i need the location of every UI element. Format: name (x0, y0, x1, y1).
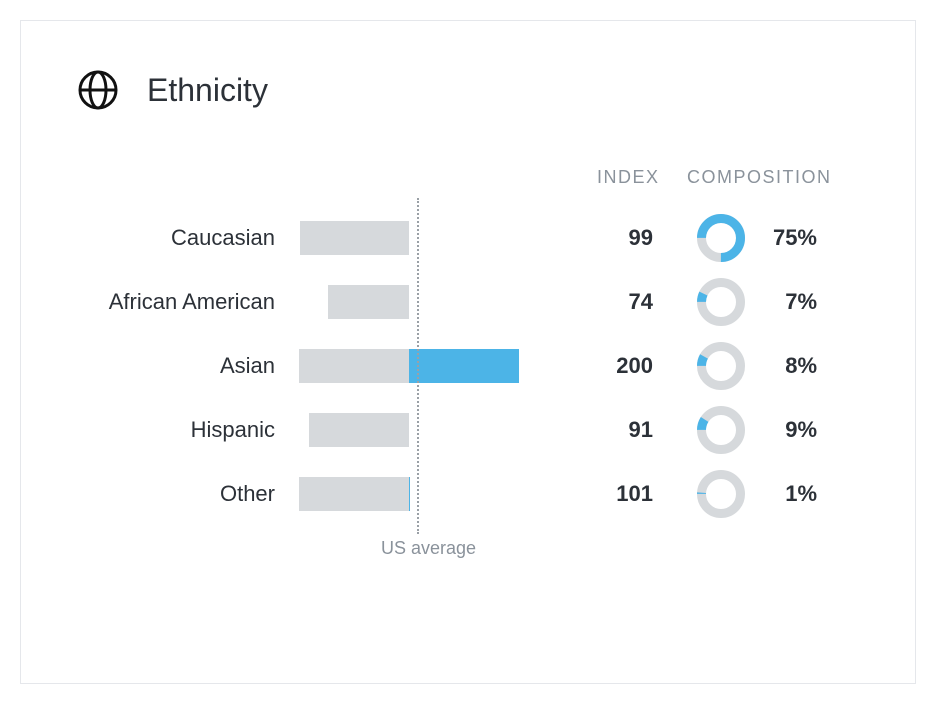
index-bar (283, 477, 523, 511)
baseline-label: US average (381, 538, 476, 559)
index-bar (283, 349, 523, 383)
row-label: Caucasian (77, 225, 283, 251)
rows-container: Caucasian 99 75% African American 74 7% Asian 2… (77, 206, 859, 526)
data-row: African American 74 7% (77, 270, 859, 334)
row-label: Hispanic (77, 417, 283, 443)
panel-header: Ethnicity (77, 69, 859, 111)
composition-value: 7% (763, 289, 817, 315)
composition-donut (697, 342, 745, 390)
index-value: 99 (523, 225, 653, 251)
composition-donut (697, 278, 745, 326)
baseline-marker (417, 198, 419, 534)
panel-title: Ethnicity (147, 72, 268, 109)
composition-value: 8% (763, 353, 817, 379)
column-headers: INDEX COMPOSITION (77, 167, 859, 188)
data-row: Other 101 1% (77, 462, 859, 526)
col-header-composition: COMPOSITION (660, 167, 859, 188)
composition-cell: 75% (653, 214, 853, 262)
composition-cell: 7% (653, 278, 853, 326)
col-header-index: INDEX (530, 167, 660, 188)
composition-cell: 9% (653, 406, 853, 454)
data-row: Caucasian 99 75% (77, 206, 859, 270)
row-label: African American (77, 289, 283, 315)
index-value: 101 (523, 481, 653, 507)
ethnicity-panel: Ethnicity INDEX COMPOSITION Caucasian 99 7… (20, 20, 916, 684)
data-row: Asian 200 8% (77, 334, 859, 398)
composition-value: 9% (763, 417, 817, 443)
composition-value: 1% (763, 481, 817, 507)
data-row: Hispanic 91 9% (77, 398, 859, 462)
composition-donut (697, 406, 745, 454)
index-bar (283, 221, 523, 255)
index-bar (283, 413, 523, 447)
composition-donut (697, 214, 745, 262)
composition-cell: 8% (653, 342, 853, 390)
row-label: Other (77, 481, 283, 507)
composition-cell: 1% (653, 470, 853, 518)
index-value: 91 (523, 417, 653, 443)
index-value: 74 (523, 289, 653, 315)
globe-icon (77, 69, 119, 111)
composition-donut (697, 470, 745, 518)
index-bar (283, 285, 523, 319)
composition-value: 75% (763, 225, 817, 251)
index-value: 200 (523, 353, 653, 379)
row-label: Asian (77, 353, 283, 379)
